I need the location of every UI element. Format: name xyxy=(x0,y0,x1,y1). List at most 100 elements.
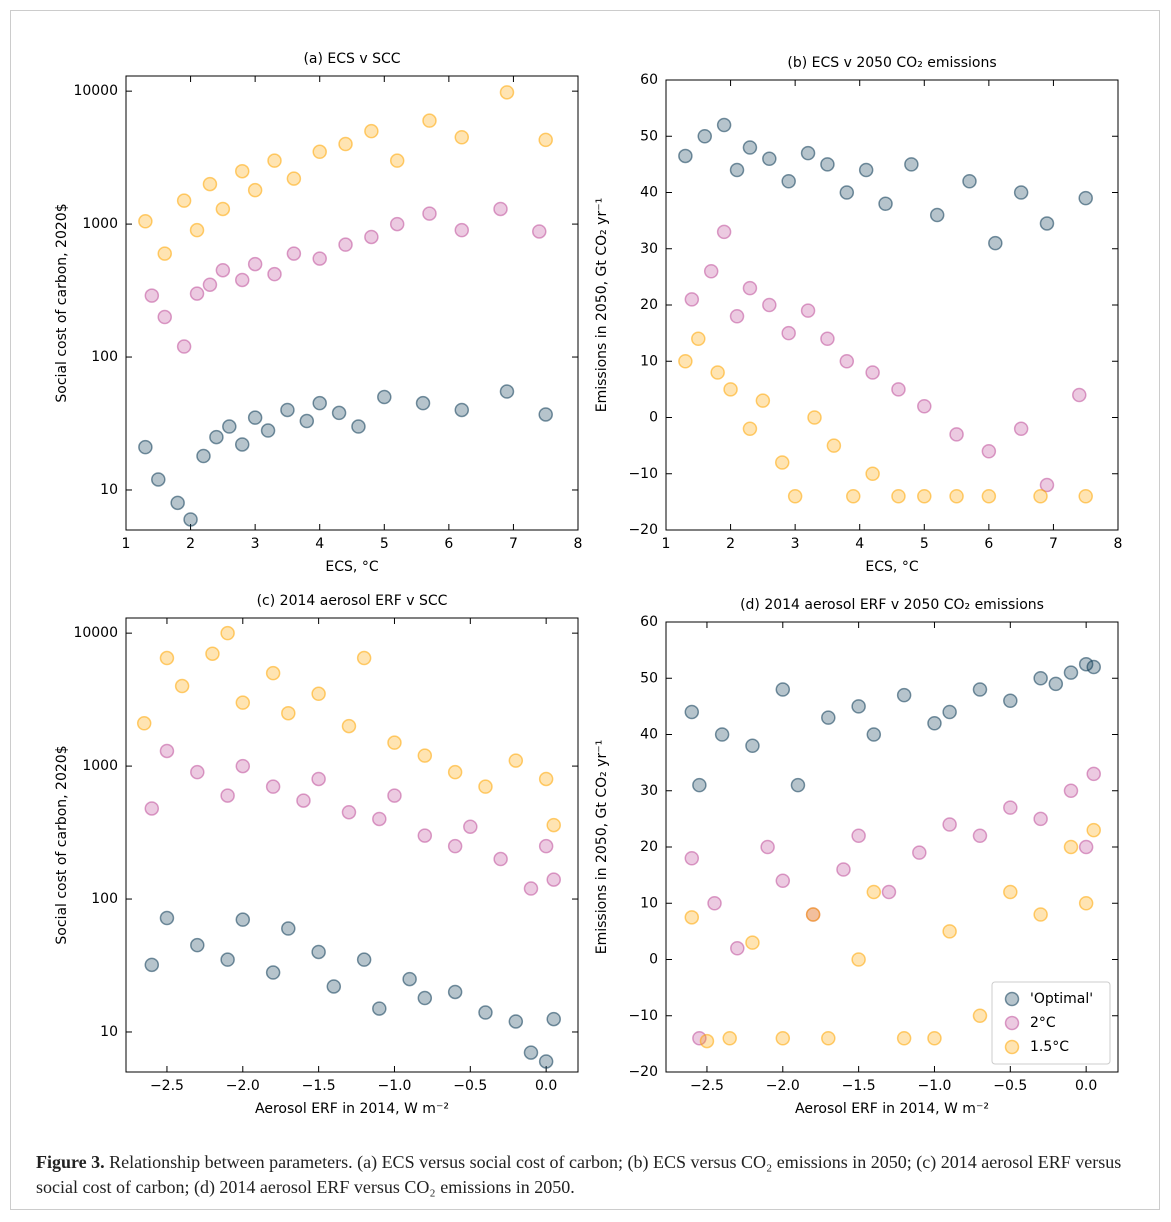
scatter-point xyxy=(807,410,822,425)
scatter-point xyxy=(499,85,515,100)
x-tick-label: 1 xyxy=(122,536,131,552)
scatter-point xyxy=(762,151,777,166)
scatter-point xyxy=(267,266,282,282)
scatter-point xyxy=(1078,839,1094,855)
scatter-point xyxy=(311,771,326,787)
scatter-point xyxy=(1048,676,1064,692)
x-tick-label: 4 xyxy=(855,536,864,552)
scatter-point xyxy=(692,777,707,793)
scatter-point xyxy=(1072,387,1087,403)
y-tick-label: 0 xyxy=(649,952,658,968)
axes-frame xyxy=(125,75,579,531)
scatter-point xyxy=(189,286,205,301)
scatter-point xyxy=(478,1005,493,1020)
scatter-point xyxy=(927,1031,942,1046)
y-tick-label: 60 xyxy=(640,614,658,630)
y-tick-label: 100 xyxy=(91,891,118,907)
scatter-point xyxy=(202,176,218,192)
caption-label: Figure 3. xyxy=(36,1152,105,1172)
scatter-point xyxy=(678,148,693,164)
scatter-point xyxy=(338,237,353,252)
scatter-point xyxy=(1013,421,1029,436)
scatter-point xyxy=(220,952,235,967)
scatter-point xyxy=(896,687,912,703)
scatter-point xyxy=(170,495,185,511)
scatter-point xyxy=(929,207,945,223)
scatter-point xyxy=(311,944,326,960)
scatter-point xyxy=(454,130,470,145)
scatter-point xyxy=(949,427,964,442)
scatter-point xyxy=(387,788,402,803)
scatter-point xyxy=(508,1014,524,1029)
scatter-point xyxy=(422,113,437,128)
scatter-point xyxy=(836,862,851,877)
y-tick-label: 10 xyxy=(640,353,658,369)
scatter-point xyxy=(904,157,919,172)
legend-label: 'Optimal' xyxy=(1030,991,1093,1007)
y-tick-label: 20 xyxy=(640,839,658,855)
scatter-point xyxy=(538,407,553,422)
scatter-point xyxy=(745,738,760,753)
x-tick-label: −2.5 xyxy=(150,1078,184,1094)
scatter-point xyxy=(988,235,1003,251)
y-tick-label: 50 xyxy=(640,670,658,686)
scatter-point xyxy=(878,196,893,211)
scatter-point xyxy=(866,884,882,900)
scatter-point xyxy=(1003,800,1018,815)
y-tick-label: 100 xyxy=(91,349,118,365)
y-tick-label: 10000 xyxy=(73,625,118,641)
scatter-point xyxy=(927,716,942,731)
y-tick-label: 1000 xyxy=(82,758,118,774)
y-tick-label: 0 xyxy=(649,410,658,426)
scatter-point xyxy=(912,845,927,860)
y-tick-label: 1000 xyxy=(82,216,118,232)
x-tick-label: −0.5 xyxy=(453,1078,487,1094)
scatter-point xyxy=(417,828,433,843)
scatter-point xyxy=(356,952,372,967)
x-tick-label: 4 xyxy=(315,536,324,552)
scatter-point xyxy=(144,801,160,816)
scatter-point xyxy=(787,489,803,504)
scatter-point xyxy=(389,216,405,232)
scatter-point xyxy=(714,727,730,742)
scatter-point xyxy=(710,365,725,380)
scatter-point xyxy=(136,716,152,731)
scatter-point xyxy=(699,1033,715,1049)
y-tick-label: 10 xyxy=(100,1024,118,1040)
scatter-point xyxy=(692,1031,707,1046)
y-axis-label: Emissions in 2050, Gt CO₂ yr⁻¹ xyxy=(594,740,610,954)
scatter-point xyxy=(1063,839,1079,855)
scatter-point xyxy=(281,921,296,936)
scatter-point xyxy=(1086,766,1101,782)
scatter-point xyxy=(820,157,835,172)
scatter-point xyxy=(538,771,554,787)
scatter-point xyxy=(684,851,700,866)
figure: (a) ECS v SCC ECS, °C Social cost of carbo… xyxy=(54,51,1122,1117)
scatter-point xyxy=(341,804,357,820)
scatter-point xyxy=(296,793,311,808)
scatter-point xyxy=(447,984,463,1000)
x-tick-label: 7 xyxy=(1049,536,1058,552)
scatter-point xyxy=(1063,783,1079,798)
y-tick-label: −20 xyxy=(628,1064,658,1080)
scatter-point xyxy=(286,246,302,261)
scatter-point xyxy=(159,743,175,759)
scatter-point xyxy=(917,489,932,504)
y-axis-label: Emissions in 2050, Gt CO₂ yr⁻¹ xyxy=(594,198,610,412)
scatter-point xyxy=(1003,693,1018,708)
scatter-point xyxy=(546,1011,561,1027)
caption: Figure 3. Relationship between parameter… xyxy=(36,1150,1136,1200)
scatter-point xyxy=(260,423,276,438)
scatter-point xyxy=(839,185,855,200)
scatter-point xyxy=(826,438,842,453)
scatter-point xyxy=(138,439,153,455)
scatter-point xyxy=(805,907,821,922)
scatter-point xyxy=(454,222,470,238)
x-tick-label: 0.0 xyxy=(1075,1078,1097,1094)
scatter-point xyxy=(523,881,539,896)
x-tick-label: −2.5 xyxy=(690,1078,724,1094)
scatter-point xyxy=(222,419,237,434)
axes-frame xyxy=(125,617,579,1073)
scatter-point xyxy=(1033,671,1048,686)
scatter-point xyxy=(235,912,251,927)
